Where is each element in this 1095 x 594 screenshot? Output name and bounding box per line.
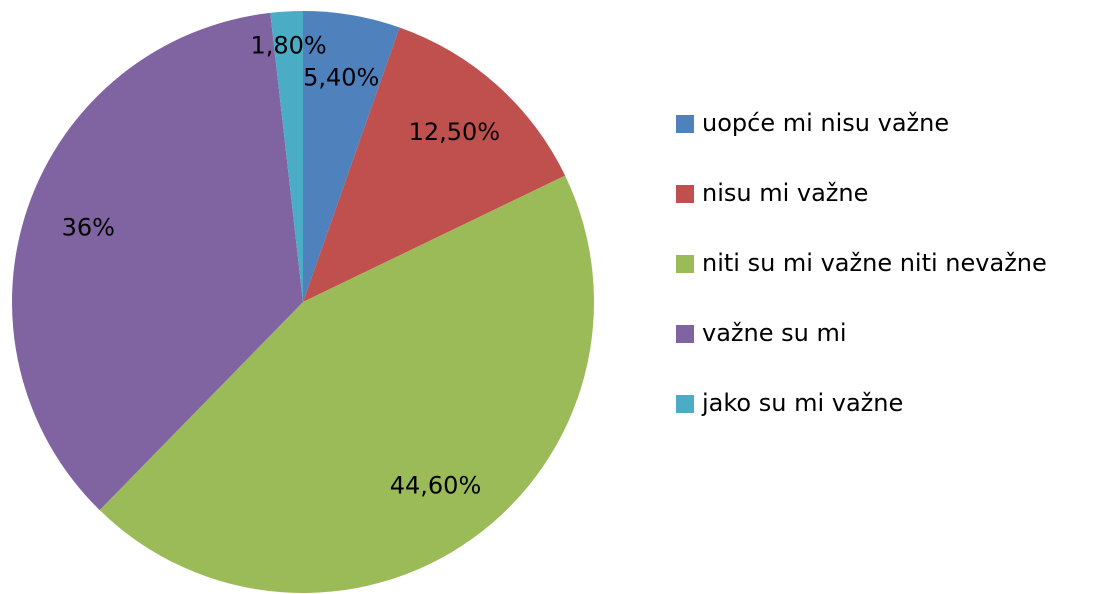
data-label: 5,40% bbox=[303, 63, 379, 91]
pie-slice bbox=[303, 27, 566, 302]
data-label: 44,60% bbox=[390, 471, 482, 499]
legend-label: jako su mi važne bbox=[701, 389, 903, 417]
legend-label: nisu mi važne bbox=[702, 179, 868, 207]
data-label: 36% bbox=[62, 213, 115, 241]
legend-label: niti su mi važne niti nevažne bbox=[702, 249, 1047, 277]
legend-swatch bbox=[676, 325, 694, 343]
pie-slice bbox=[303, 11, 400, 302]
legend-swatch bbox=[676, 395, 694, 413]
legend-swatch bbox=[676, 115, 694, 133]
pie-slice bbox=[270, 11, 303, 302]
data-label: 1,80% bbox=[250, 31, 326, 59]
pie-slice bbox=[11, 12, 303, 511]
legend-swatch bbox=[676, 255, 694, 273]
data-label: 12,50% bbox=[409, 118, 501, 146]
pie-slice bbox=[99, 175, 595, 594]
legend-swatch bbox=[676, 185, 694, 203]
legend-label: uopće mi nisu važne bbox=[702, 109, 949, 137]
legend-label: važne su mi bbox=[702, 319, 847, 347]
